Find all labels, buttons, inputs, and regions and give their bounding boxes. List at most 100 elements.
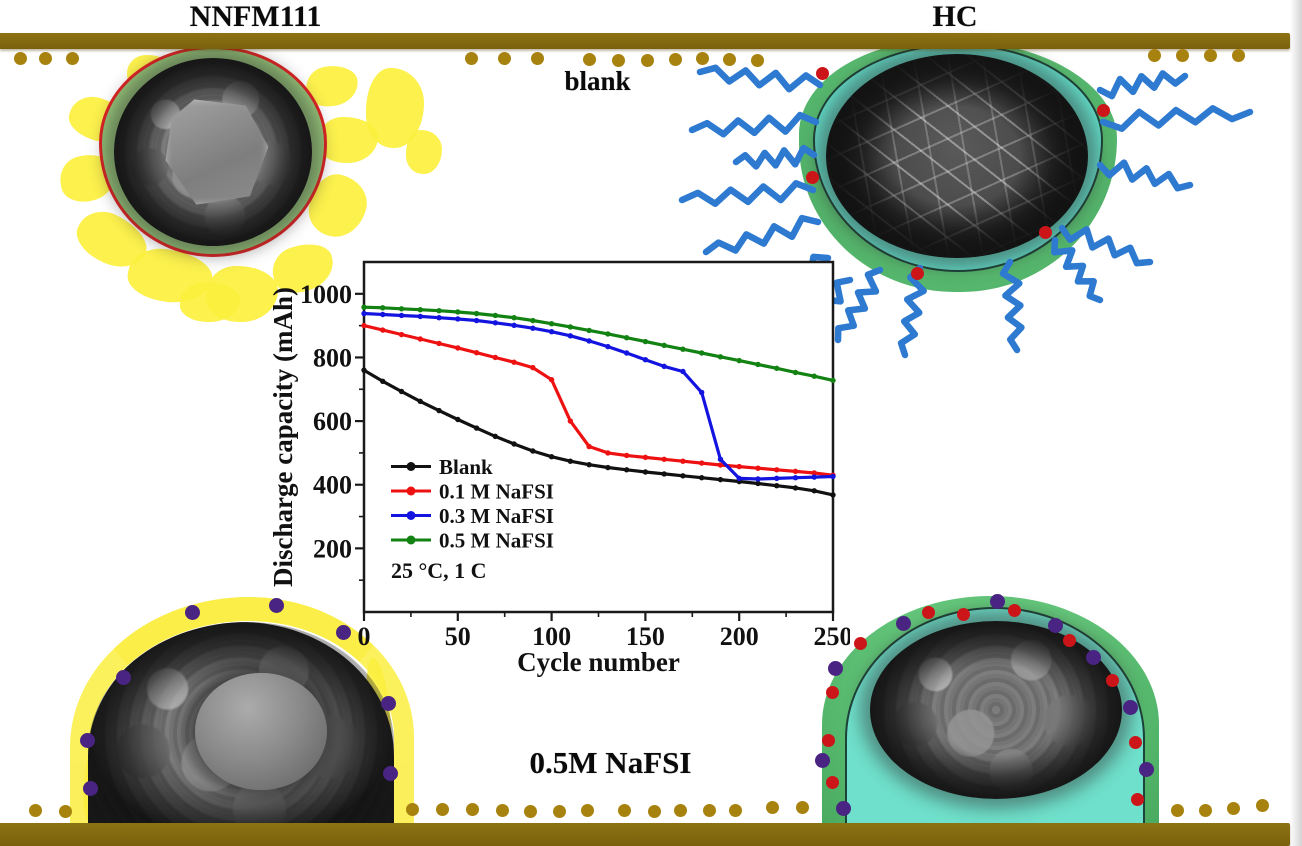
series-marker (492, 320, 499, 326)
series-marker (680, 368, 686, 375)
degradation-yellow-blob (318, 117, 378, 163)
sodium-ion-dot (464, 51, 478, 65)
series-marker (511, 441, 517, 447)
series-marker (774, 467, 780, 473)
series-marker (698, 475, 705, 481)
current-collector-bar-bottom (0, 823, 1290, 846)
sodium-ion-dot (495, 803, 509, 817)
series-marker (680, 458, 686, 464)
series-marker (436, 307, 442, 314)
series-marker (530, 317, 536, 324)
electrolyte-chain (688, 111, 820, 138)
sodium-ion-dot (722, 52, 736, 66)
x-tick-label: 250 (814, 622, 851, 651)
series-marker (830, 377, 836, 384)
series-marker (755, 361, 761, 368)
series-marker (586, 327, 592, 334)
series-marker (473, 317, 480, 324)
series-marker (811, 373, 817, 379)
series-marker (567, 324, 574, 330)
sodium-ion-dot (497, 51, 511, 65)
electrolyte-chain (678, 180, 817, 207)
sodium-ion-dot (523, 804, 537, 818)
series-marker (455, 316, 461, 322)
capacity-chart: 0 50 100 150 200 250 200 400 600 800 1000 Cycle num… (270, 260, 851, 677)
series-marker (548, 454, 555, 460)
nnfm111-crystal-facet (165, 99, 269, 205)
sodium-ion-dot (1147, 48, 1161, 62)
chart-plot-frame (362, 260, 835, 614)
series-marker (492, 312, 499, 319)
sodium-ion-dot (668, 52, 682, 66)
nnfm111-sphere-core (195, 672, 327, 791)
series-marker (642, 356, 649, 363)
series-marker (567, 418, 574, 424)
sodium-ion-dot (795, 800, 809, 814)
series-marker (417, 307, 423, 313)
legend-label: 0.5 M NaFSI (439, 529, 554, 553)
y-tick-label: 800 (313, 343, 352, 372)
series-marker (605, 331, 611, 337)
y-axis-title: Discharge capacity (mAh) (270, 287, 298, 587)
series-marker (380, 305, 386, 311)
series-marker (774, 475, 780, 482)
series-marker (792, 468, 799, 475)
sodium-ion-dot (38, 51, 52, 65)
series-marker (417, 398, 423, 405)
series-marker (548, 328, 555, 335)
legend-label: 0.1 M NaFSI (439, 480, 554, 504)
series-marker (473, 310, 480, 317)
series-marker (736, 357, 742, 364)
sodium-ion-dot (673, 803, 687, 817)
series-line (363, 368, 834, 497)
series-marker (398, 312, 405, 319)
sodium-ion-dot (695, 51, 709, 65)
degradation-yellow-blob (180, 282, 240, 322)
series-marker (511, 314, 517, 321)
sodium-ion-dot (28, 803, 42, 817)
series-marker (361, 367, 367, 373)
series-marker (811, 470, 817, 476)
label-hc: HC (932, 0, 978, 33)
sodium-ion-dot (1231, 48, 1245, 62)
electrolyte-chain (1099, 105, 1254, 132)
series-marker (717, 476, 724, 483)
sodium-ion-dot (1226, 801, 1240, 815)
sodium-ion-dot (1203, 48, 1217, 62)
sodium-ion-dot (582, 52, 596, 66)
series-marker (698, 460, 705, 466)
series-marker (492, 354, 499, 361)
x-tick-label: 150 (626, 622, 665, 651)
series-marker (511, 359, 517, 365)
series-marker (398, 388, 405, 395)
series-marker (774, 482, 780, 489)
test-conditions-annotation: 25 °C, 1 C (391, 558, 487, 583)
series-marker (642, 469, 649, 475)
series-marker (417, 336, 423, 342)
series-marker (567, 333, 574, 339)
degradation-yellow-blob (206, 266, 278, 322)
sodium-ion-dot (65, 51, 79, 65)
degradation-yellow-blob (366, 68, 424, 148)
series-marker (830, 492, 836, 498)
series-marker (436, 340, 442, 347)
series-line (363, 324, 834, 477)
series-marker (455, 345, 461, 351)
series-marker (473, 349, 480, 356)
legend-marker (406, 535, 416, 545)
series-marker (717, 462, 724, 468)
nnfm111-particle-blank (99, 46, 327, 257)
sodium-ion-dot (1170, 803, 1184, 817)
series-marker (623, 452, 630, 459)
label-nnfm111: NNFM111 (189, 0, 322, 33)
series-marker (661, 342, 667, 349)
electrolyte-chain (696, 64, 824, 93)
series-marker (755, 476, 761, 482)
series-marker (661, 471, 667, 477)
series-marker (623, 350, 630, 356)
series-marker (736, 463, 742, 470)
series-marker (380, 378, 386, 385)
x-tick-label: 50 (445, 622, 471, 651)
series-marker (755, 480, 761, 487)
legend-marker (406, 462, 416, 471)
